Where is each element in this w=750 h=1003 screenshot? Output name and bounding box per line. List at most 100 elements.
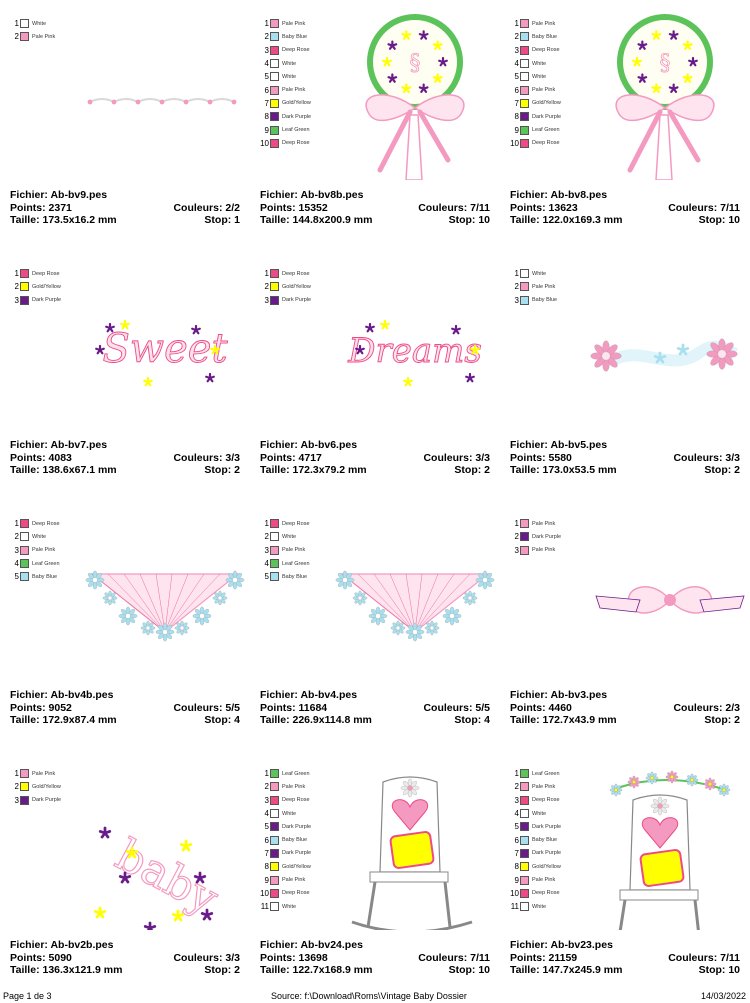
flower-motif <box>706 338 738 370</box>
color-name: Gold/Yellow <box>32 283 61 290</box>
star-flower-motif <box>632 56 642 67</box>
design-preview: Sweet <box>95 319 229 387</box>
color-name: Deep Rose <box>282 520 310 527</box>
color-swatch <box>20 269 29 279</box>
star-flower-motif <box>637 73 648 83</box>
color-name: Baby Blue <box>282 837 308 844</box>
file-name: Fichier: Ab-bv23.pes <box>510 939 613 952</box>
color-count: Couleurs: 3/3 <box>423 452 490 465</box>
legend-index: 2 <box>14 282 19 292</box>
flower-motif <box>174 620 190 636</box>
size-line: Taille: 173.5x16.2 mm Stop: 1 <box>10 214 240 227</box>
legend-row: 1 Deep Rose <box>258 517 310 530</box>
legend-row: 1 Pale Pink <box>508 517 561 530</box>
color-swatch <box>20 795 29 805</box>
legend-index: 3 <box>14 545 19 555</box>
color-swatch <box>270 572 279 582</box>
file-name: Fichier: Ab-bv5.pes <box>510 439 607 452</box>
color-swatch <box>270 822 279 832</box>
colors-label: Couleurs: <box>418 201 468 214</box>
color-name: Pale Pink <box>532 520 556 527</box>
stop-label: Stop: <box>204 964 232 976</box>
points-label: Points: <box>10 701 46 714</box>
star-flower-motif <box>105 322 115 333</box>
points-line: Points: 15352 Couleurs: 7/11 <box>260 202 490 215</box>
dot-motif <box>111 99 117 105</box>
design-card: § 1 Pale Pink 2 Baby Blue 3 Deep Rose 4 White 5 Wh… <box>500 0 750 250</box>
file-name: Fichier: Ab-bv2b.pes <box>10 939 113 952</box>
size-value: 172.3x79.2 mm <box>292 464 367 476</box>
stop-label: Stop: <box>698 214 726 226</box>
stitch-points: Points: 13698 <box>260 952 328 965</box>
legend-index: 1 <box>14 269 19 279</box>
legend-row: 2 Pale Pink <box>508 280 557 293</box>
ribbon-left <box>595 595 641 613</box>
colors-label: Couleurs: <box>668 951 718 964</box>
color-swatch <box>520 98 529 108</box>
color-swatch <box>520 822 529 832</box>
thread-color-legend: 1 Leaf Green 2 Pale Pink 3 Deep Rose 4 White 5 Da… <box>508 767 561 913</box>
points-value: 13698 <box>298 951 328 964</box>
points-line: Points: 5580 Couleurs: 3/3 <box>510 452 740 465</box>
dot-motif <box>207 99 213 105</box>
color-swatch <box>520 545 529 555</box>
star-flower-motif <box>682 40 693 50</box>
rocker <box>351 920 473 930</box>
dot-motif <box>135 99 141 105</box>
color-name: Deep Rose <box>282 890 310 897</box>
size-line: Taille: 122.7x168.9 mm Stop: 10 <box>260 964 490 977</box>
stop-value: 2 <box>734 714 740 726</box>
color-swatch <box>270 848 279 858</box>
square-pillow <box>389 831 435 869</box>
legend-index: 5 <box>264 72 269 82</box>
legend-row: 1 Leaf Green <box>508 767 561 780</box>
size-label: Taille: <box>510 214 540 226</box>
color-swatch <box>520 19 529 29</box>
legend-row: 2 Pale Pink <box>8 30 55 43</box>
star-flower-motif <box>403 376 413 387</box>
flower-motif <box>645 771 659 785</box>
design-card: 1 White 2 Pale Pink Fichier: Ab-bv9.pes Poi… <box>0 0 250 250</box>
stop-label: Stop: <box>704 714 732 726</box>
color-swatch <box>20 282 29 292</box>
thread-color-legend: 1 Deep Rose 2 White 3 Pale Pink 4 Leaf Green 5 Ba… <box>8 517 60 583</box>
embroidery-design: baby <box>93 826 227 930</box>
design-info: Fichier: Ab-bv9.pes Points: 2371 Couleur… <box>10 189 240 227</box>
star-flower-motif <box>651 83 662 93</box>
legend-index: 3 <box>514 545 519 555</box>
color-count: Couleurs: 7/11 <box>418 952 490 965</box>
legend-row: 2 Gold/Yellow <box>8 280 61 293</box>
legend-row: 2 Gold/Yellow <box>8 780 61 793</box>
design-preview <box>595 586 745 614</box>
color-count: Couleurs: 7/11 <box>668 202 740 215</box>
points-label: Points: <box>10 951 46 964</box>
legend-index: 11 <box>260 902 269 912</box>
file-label: Fichier: <box>510 189 548 201</box>
design-info: Fichier: Ab-bv5.pes Points: 5580 Couleur… <box>510 439 740 477</box>
color-name: Deep Rose <box>282 270 310 277</box>
stop-value: 1 <box>234 214 240 226</box>
legend-row: 4 White <box>508 57 561 70</box>
design-card: 1 White 2 Pale Pink 3 Baby Blue Fichier: Ab-b… <box>500 250 750 500</box>
star-flower-motif <box>210 344 220 355</box>
star-flower-motif <box>653 351 667 364</box>
design-preview: § <box>615 14 715 180</box>
color-swatch <box>20 32 29 42</box>
star-flower-motif <box>676 343 690 356</box>
points-line: Points: 21159 Couleurs: 7/11 <box>510 952 740 965</box>
heart-pillow <box>641 817 679 849</box>
star-flower-motif <box>120 319 130 330</box>
size-label: Taille: <box>10 714 40 726</box>
legend-index: 6 <box>264 85 269 95</box>
embroidery-design <box>335 570 495 642</box>
legend-row: 2 White <box>258 530 310 543</box>
size-label: Taille: <box>260 964 290 976</box>
stop-value: 4 <box>484 714 490 726</box>
star-flower-motif <box>382 56 392 67</box>
legend-index: 2 <box>264 32 269 42</box>
design-preview: Dreams <box>347 319 482 387</box>
star-flower-motif <box>179 839 193 852</box>
file-line: Fichier: Ab-bv8b.pes <box>260 189 490 202</box>
stitch-points: Points: 4460 <box>510 702 572 715</box>
size-line: Taille: 122.0x169.3 mm Stop: 10 <box>510 214 740 227</box>
